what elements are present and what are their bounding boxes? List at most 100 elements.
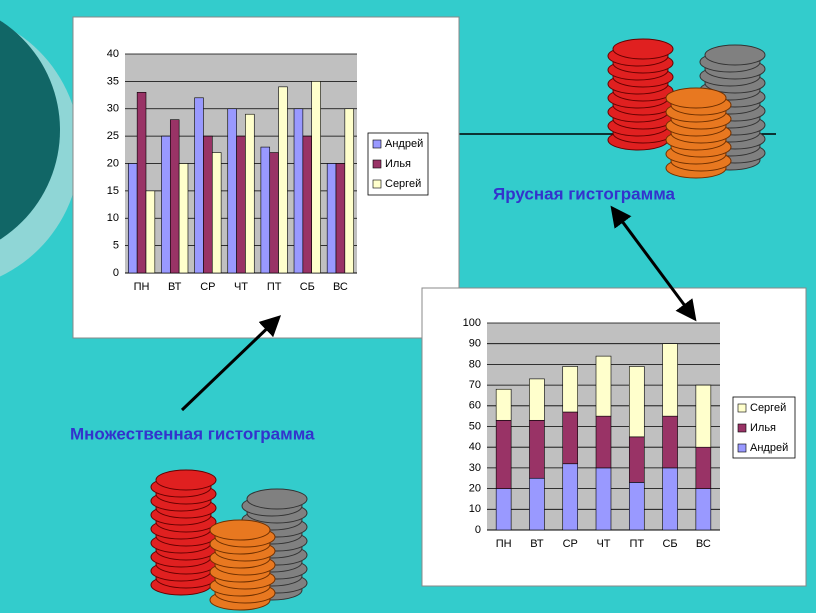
bar: [178, 163, 189, 274]
coin: [665, 87, 727, 109]
y-tick-label: 15: [107, 185, 119, 197]
y-tick-label: 50: [469, 420, 481, 432]
bar-segment: [495, 488, 512, 531]
bar: [344, 108, 354, 274]
bar-segment: [529, 378, 545, 421]
y-tick-label: 30: [469, 462, 481, 474]
legend-label: Андрей: [750, 442, 788, 454]
legend-swatch: [737, 403, 747, 413]
bar: [136, 92, 147, 274]
x-tick-label: СР: [563, 538, 578, 550]
y-tick-label: 40: [107, 48, 119, 60]
x-tick-label: ВТ: [530, 538, 544, 550]
bar: [161, 135, 171, 274]
coin: [209, 519, 271, 541]
bar-segment: [695, 446, 712, 489]
x-tick-label: ПН: [134, 281, 150, 293]
x-tick-label: ПТ: [629, 538, 644, 550]
bar-segment: [662, 415, 678, 469]
coin: [246, 488, 308, 510]
x-tick-label: СБ: [300, 281, 315, 293]
bar: [227, 108, 237, 274]
bar-segment: [695, 488, 712, 531]
bar-segment: [695, 384, 712, 448]
caption: Множественная гистограмма: [70, 424, 315, 443]
coin: [704, 44, 766, 66]
bar: [278, 86, 288, 274]
bar-segment: [495, 419, 512, 489]
bar-segment: [562, 463, 579, 531]
y-tick-label: 0: [113, 267, 119, 279]
x-tick-label: ПТ: [267, 281, 282, 293]
y-tick-label: 25: [107, 130, 119, 142]
x-tick-label: ВТ: [168, 281, 182, 293]
bar: [236, 135, 246, 274]
x-tick-label: ВС: [333, 281, 348, 293]
bar-segment: [595, 355, 612, 417]
legend-swatch: [372, 139, 382, 149]
coins: [150, 38, 766, 611]
arrow: [180, 315, 282, 412]
bar: [335, 163, 346, 274]
legend-label: Сергей: [385, 178, 421, 190]
caption: Ярусная гистограмма: [493, 184, 676, 203]
legend-label: Илья: [385, 158, 411, 170]
y-tick-label: 5: [113, 240, 119, 252]
bar-segment: [662, 343, 678, 417]
coin: [155, 469, 217, 491]
bar-segment: [628, 366, 645, 438]
bar: [326, 163, 337, 274]
bar: [194, 97, 204, 274]
bar-segment: [662, 467, 678, 531]
y-tick-label: 30: [107, 103, 119, 115]
bar: [293, 108, 304, 274]
legend-label: Сергей: [750, 402, 786, 414]
legend-swatch: [737, 423, 747, 433]
bar-segment: [595, 467, 612, 531]
y-tick-label: 35: [107, 75, 119, 87]
bar-segment: [562, 366, 579, 413]
bar: [302, 135, 313, 274]
y-tick-label: 60: [469, 400, 481, 412]
x-tick-label: ЧТ: [596, 538, 610, 550]
bar-segment: [628, 482, 645, 531]
bar: [169, 119, 180, 274]
bar: [269, 152, 279, 274]
y-tick-label: 10: [107, 212, 119, 224]
bar-segment: [495, 388, 512, 421]
bar: [260, 146, 271, 274]
y-tick-label: 100: [463, 317, 481, 329]
bar-segment: [595, 415, 612, 469]
y-tick-label: 20: [469, 483, 481, 495]
bar: [311, 81, 321, 274]
arrow: [610, 205, 697, 322]
bar-segment: [562, 411, 579, 465]
y-tick-label: 10: [469, 503, 481, 515]
y-tick-label: 80: [469, 358, 481, 370]
bar: [145, 190, 156, 274]
bar: [211, 152, 222, 274]
x-tick-label: ПН: [496, 538, 512, 550]
coin: [612, 38, 674, 60]
x-tick-label: ВС: [696, 538, 711, 550]
y-tick-label: 90: [469, 338, 481, 350]
y-tick-label: 0: [475, 524, 481, 536]
bar: [203, 135, 213, 274]
legend-label: Илья: [750, 422, 776, 434]
y-tick-label: 20: [107, 157, 119, 169]
x-tick-label: СР: [200, 281, 215, 293]
bar-segment: [529, 419, 545, 479]
decor-circle: [0, 20, 60, 240]
legend-label: Андрей: [385, 138, 423, 150]
y-tick-label: 70: [469, 379, 481, 391]
bar: [128, 163, 138, 274]
legend-swatch: [737, 443, 747, 453]
legend-swatch: [372, 179, 382, 189]
y-tick-label: 40: [469, 441, 481, 453]
bar: [245, 113, 255, 274]
bar-segment: [529, 477, 545, 531]
x-tick-label: ЧТ: [234, 281, 248, 293]
legend-swatch: [372, 159, 382, 169]
x-tick-label: СБ: [662, 538, 677, 550]
